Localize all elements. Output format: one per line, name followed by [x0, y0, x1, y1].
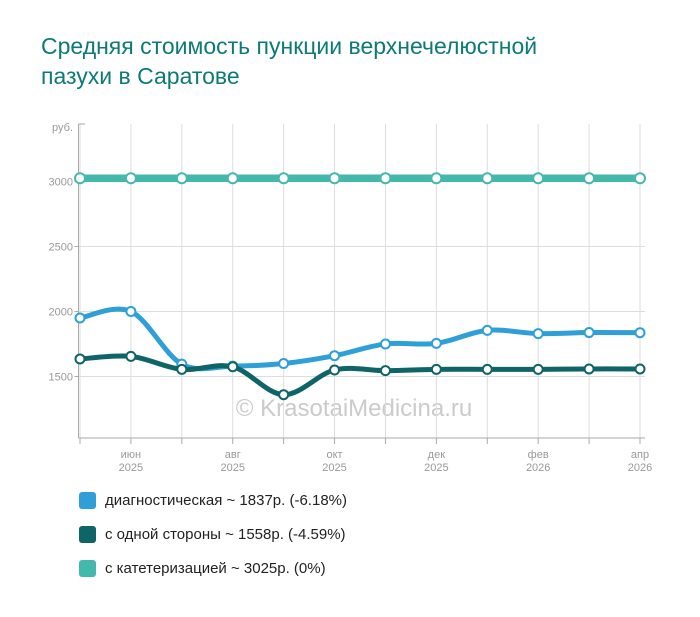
chart-title-line1: Средняя стоимость пункции верхнечелюстно… — [41, 33, 538, 59]
legend-item-one-side[interactable]: с одной стороны ~ 1558р. (-4.59%) — [79, 526, 347, 543]
y-axis-tick-label: 2500 — [49, 242, 73, 254]
x-axis-year-label: 2026 — [628, 462, 652, 474]
data-point[interactable] — [328, 172, 341, 185]
chart-title: Средняя стоимость пункции верхнечелюстно… — [41, 31, 661, 91]
x-axis-month-label: июн — [121, 449, 141, 461]
y-axis-unit-label: руб. — [52, 122, 73, 134]
data-point[interactable] — [124, 172, 137, 185]
data-point[interactable] — [634, 172, 646, 185]
data-point[interactable] — [329, 364, 341, 376]
data-point[interactable] — [583, 327, 595, 339]
data-point[interactable] — [329, 350, 341, 362]
data-point[interactable] — [481, 363, 493, 375]
data-point[interactable] — [583, 363, 595, 375]
data-point[interactable] — [481, 324, 493, 336]
legend-item-catheterization[interactable]: с катетеризацией ~ 3025р. (0%) — [79, 560, 347, 577]
data-point[interactable] — [430, 363, 442, 375]
chart-title-line2: пазухи в Саратове — [41, 63, 240, 89]
data-point[interactable] — [583, 172, 596, 185]
data-point[interactable] — [379, 365, 391, 377]
y-axis-tick-label: 3000 — [49, 177, 73, 189]
data-point[interactable] — [532, 363, 544, 375]
x-axis-month-label: авг — [225, 449, 241, 461]
data-point[interactable] — [430, 337, 442, 349]
data-point[interactable] — [532, 172, 545, 185]
data-point[interactable] — [175, 172, 188, 185]
x-axis-month-label: окт — [326, 449, 342, 461]
data-point[interactable] — [532, 328, 544, 340]
x-axis-year-label: 2025 — [220, 462, 244, 474]
x-axis-year-label: 2026 — [526, 462, 550, 474]
x-axis-month-label: дек — [428, 449, 446, 461]
data-point[interactable] — [226, 172, 239, 185]
watermark: © KrasotaiMedicina.ru — [236, 395, 472, 422]
legend-swatch-icon — [79, 492, 96, 509]
legend-item-label: с катетеризацией ~ 3025р. (0%) — [105, 560, 326, 577]
chart-legend: диагностическая ~ 1837р. (-6.18%) с одно… — [79, 492, 347, 577]
x-axis-year-label: 2025 — [119, 462, 143, 474]
series-line-1 — [77, 353, 643, 398]
y-axis-tick-label: 1500 — [49, 372, 73, 384]
data-point[interactable] — [634, 363, 646, 375]
data-point[interactable] — [74, 172, 86, 185]
data-point[interactable] — [278, 358, 290, 369]
legend-item-label: с одной стороны ~ 1558р. (-4.59%) — [105, 526, 346, 543]
data-point[interactable] — [379, 338, 391, 350]
legend-item-diagnostic[interactable]: диагностическая ~ 1837р. (-6.18%) — [79, 492, 347, 509]
data-point[interactable] — [74, 353, 86, 365]
legend-swatch-icon — [79, 526, 96, 543]
x-axis-month-label: апр — [631, 449, 649, 461]
y-axis-tick-label: 2000 — [49, 307, 73, 319]
data-point[interactable] — [176, 363, 188, 375]
x-axis-year-label: 2025 — [424, 462, 448, 474]
data-point[interactable] — [74, 312, 86, 324]
data-point[interactable] — [277, 172, 290, 185]
data-point[interactable] — [634, 327, 646, 339]
legend-item-label: диагностическая ~ 1837р. (-6.18%) — [105, 492, 347, 509]
data-point[interactable] — [481, 172, 494, 185]
data-point[interactable] — [125, 350, 137, 362]
series-line-0 — [77, 306, 643, 372]
data-point[interactable] — [125, 306, 137, 317]
data-point[interactable] — [430, 172, 443, 185]
data-point[interactable] — [379, 172, 392, 185]
x-axis-year-label: 2025 — [322, 462, 346, 474]
legend-swatch-icon — [79, 560, 96, 577]
x-axis-month-label: фев — [528, 449, 549, 461]
price-chart: © KrasotaiMedicina.ru 3000 2500 2000 1500 ию… — [49, 122, 653, 474]
data-point[interactable] — [227, 361, 239, 373]
data-point[interactable] — [278, 389, 290, 401]
